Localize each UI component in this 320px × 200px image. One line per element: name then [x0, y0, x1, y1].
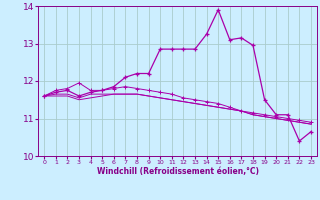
X-axis label: Windchill (Refroidissement éolien,°C): Windchill (Refroidissement éolien,°C) [97, 167, 259, 176]
